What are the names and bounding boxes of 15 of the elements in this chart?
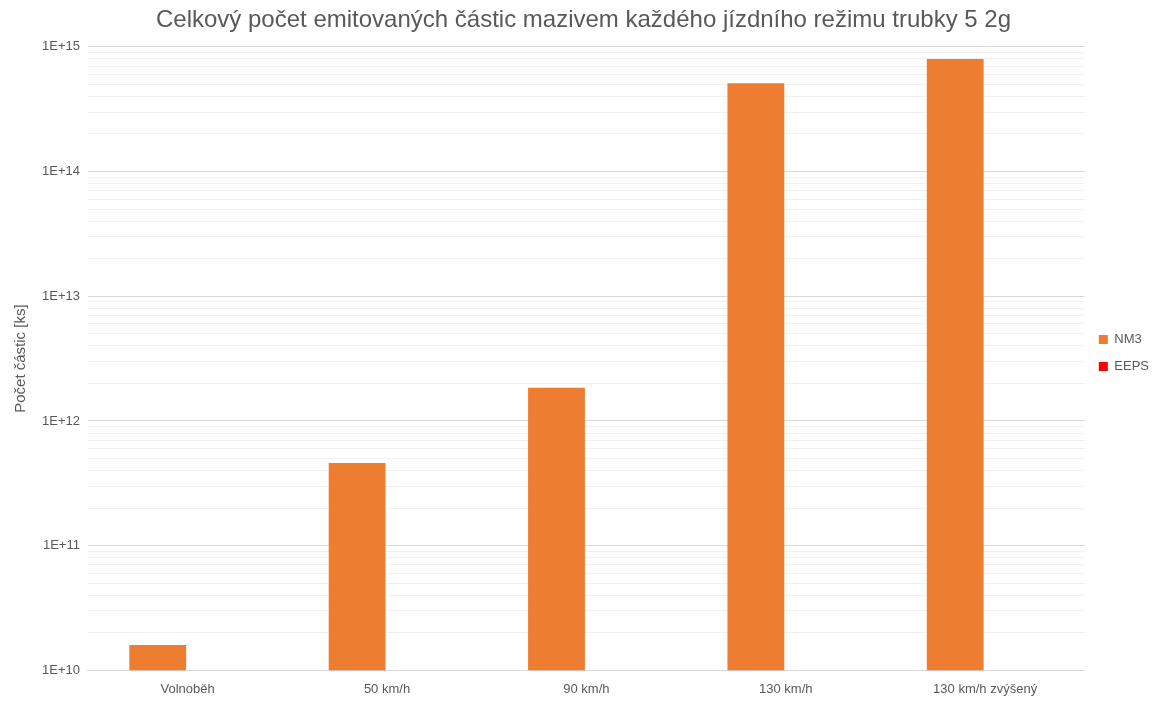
x-tick-label: Volnoběh: [160, 680, 215, 696]
y-tick-label: 1E+11: [42, 537, 80, 553]
x-tick-label: 90 km/h: [563, 680, 610, 696]
y-tick-label: 1E+10: [42, 661, 80, 677]
legend-label: NM3: [1114, 331, 1142, 347]
chart-title: Celkový počet emitovaných částic mazivem každého jízdního režimu trubky 5 2g: [155, 5, 1012, 33]
legend-label: EEPS: [1114, 358, 1150, 374]
y-tick-label: 1E+15: [42, 38, 80, 54]
y-tick-label: 1E+14: [42, 163, 80, 179]
x-tick-label: 130 km/h zvýšený: [933, 680, 1038, 696]
y-tick-label: 1E+12: [42, 412, 80, 428]
y-axis-title: Počet částic [ks]: [11, 304, 29, 413]
y-tick-label: 1E+13: [42, 287, 80, 303]
x-tick-label: 50 km/h: [363, 680, 411, 696]
x-tick-label: 130 km/h: [759, 680, 813, 696]
